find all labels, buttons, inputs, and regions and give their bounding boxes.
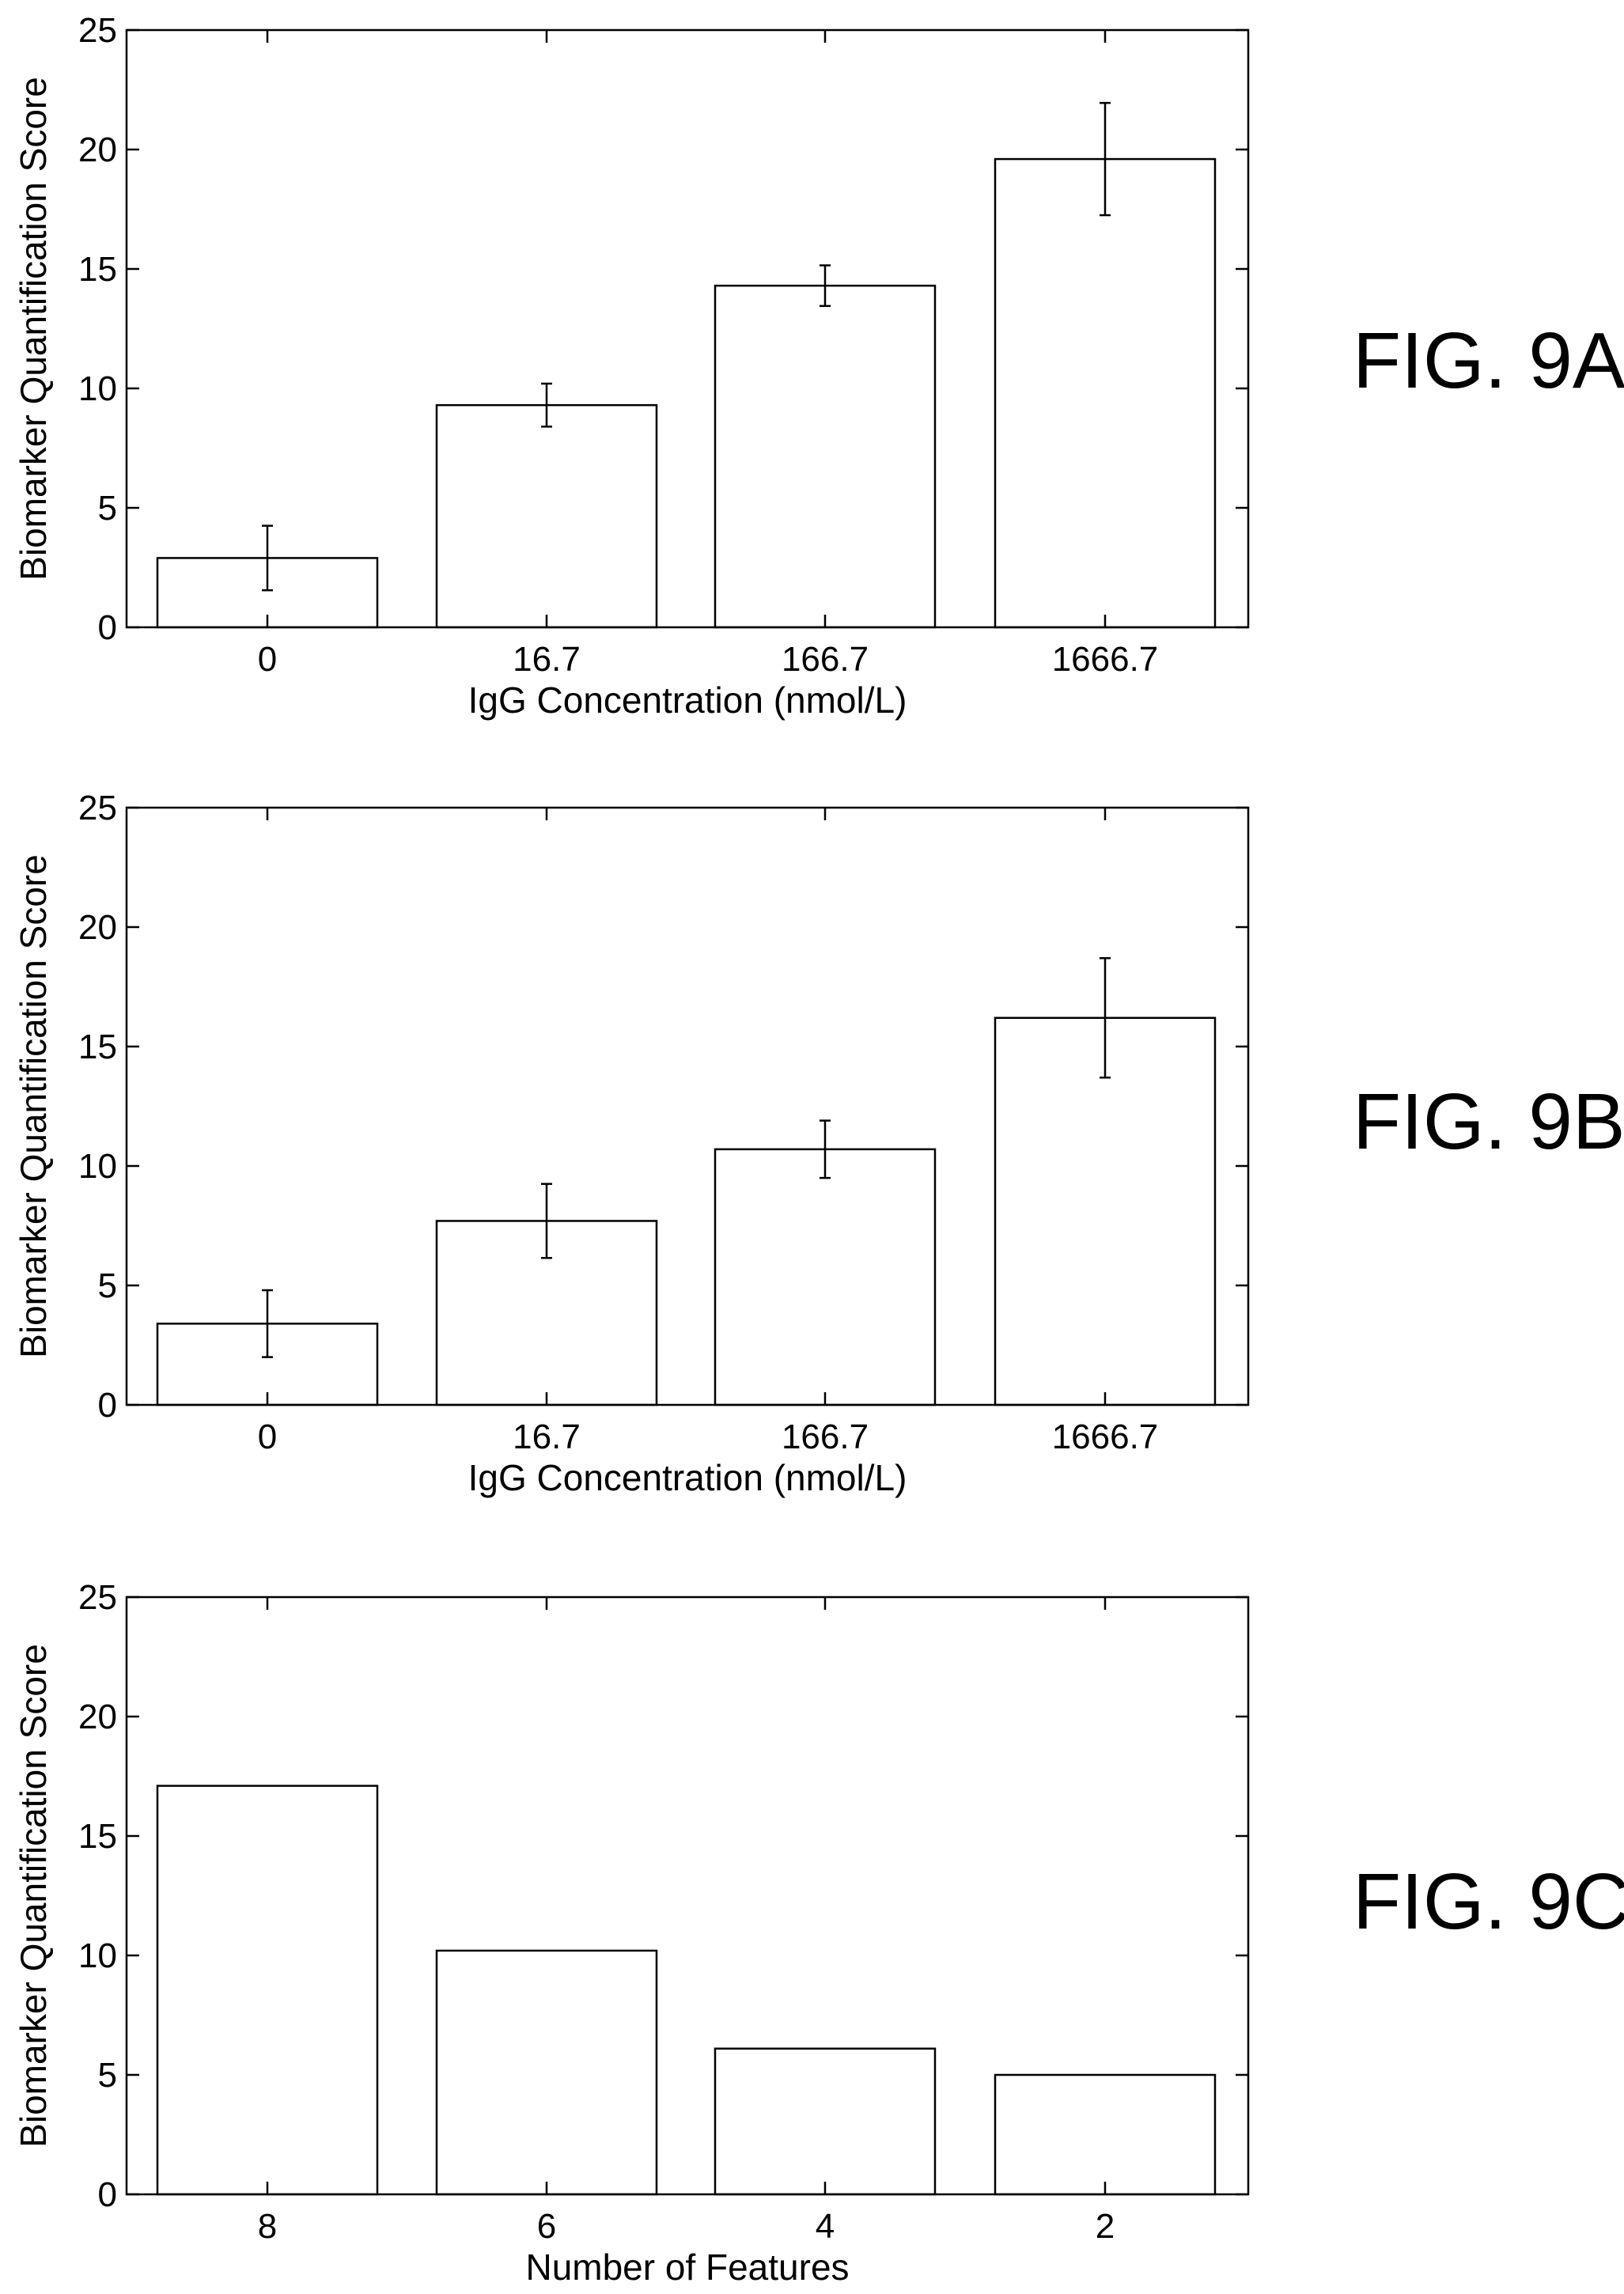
y-axis-label: Biomarker Quantification Score: [13, 1644, 54, 2148]
error-bar-1666.7: [1100, 101, 1111, 217]
y-tick-label-15: 15: [78, 1028, 117, 1066]
y-tick-label-10: 10: [78, 1936, 117, 1975]
y-axis-label: Biomarker Quantification Score: [13, 854, 54, 1358]
plot-frame: [125, 806, 1250, 1406]
x-tick-label-16.7: 16.7: [513, 1418, 581, 1456]
y-tick-label-25: 25: [78, 789, 117, 827]
x-tick-label-1666.7: 1666.7: [1052, 1418, 1159, 1456]
bar-4: [714, 2047, 937, 2196]
figure-label: FIG. 9C: [1353, 1857, 1624, 1946]
error-bar-0: [262, 524, 273, 592]
figure-label: FIG. 9A: [1353, 316, 1624, 405]
x-tick-label-0: 0: [258, 640, 277, 679]
error-bar-0: [262, 1289, 273, 1358]
y-tick-label-10: 10: [78, 369, 117, 408]
y-axis-label: Biomarker Quantification Score: [13, 77, 54, 581]
y-tick-label-15: 15: [78, 250, 117, 289]
plot-frame: [125, 1596, 1250, 2196]
x-tick-label-166.7: 166.7: [782, 640, 869, 679]
y-tick-label-20: 20: [78, 908, 117, 947]
bar-8: [156, 1785, 379, 2196]
y-tick-label-10: 10: [78, 1147, 117, 1186]
error-bar-16.7: [541, 1183, 552, 1259]
bar-6: [435, 1949, 658, 2196]
bar-2: [994, 2073, 1217, 2196]
x-axis-label: IgG Concentration (nmol/L): [468, 1457, 907, 1498]
x-axis-label: Number of Features: [525, 2247, 849, 2288]
bar-166.7: [714, 1148, 937, 1406]
chart-panel-1: 0 5 10 15 20 25 0 16.7 166.7 1666.7 IgG Concentrat…: [13, 11, 1624, 721]
x-axis-label: IgG Concentration (nmol/L): [468, 679, 907, 721]
error-bar-166.7: [820, 264, 831, 308]
x-tick-label-16.7: 16.7: [513, 640, 581, 679]
bar-1666.7: [994, 157, 1217, 629]
bar-166.7: [714, 284, 937, 629]
y-tick-label-25: 25: [78, 1578, 117, 1617]
x-tick-label-2: 2: [1096, 2207, 1115, 2246]
plot-frame: [125, 28, 1250, 629]
y-tick-label-0: 0: [98, 1386, 117, 1425]
x-tick-label-1666.7: 1666.7: [1052, 640, 1159, 679]
y-tick-label-5: 5: [98, 2056, 117, 2095]
y-tick-label-15: 15: [78, 1817, 117, 1856]
y-tick-label-0: 0: [98, 608, 117, 647]
y-tick-label-25: 25: [78, 11, 117, 50]
x-tick-label-8: 8: [258, 2207, 277, 2246]
y-tick-label-5: 5: [98, 489, 117, 528]
y-tick-label-5: 5: [98, 1266, 117, 1305]
chart-panel-3: 0 5 10 15 20 25 8 6 4 2 Number of Features Biomarke…: [13, 1578, 1624, 2288]
y-tick-label-20: 20: [78, 1698, 117, 1736]
figure-label: FIG. 9B: [1353, 1077, 1624, 1166]
x-tick-label-4: 4: [816, 2207, 835, 2246]
error-bar-166.7: [820, 1119, 831, 1179]
bar-16.7: [435, 403, 658, 629]
chart-panel-2: 0 5 10 15 20 25 0 16.7 166.7 1666.7 IgG Concentrat…: [13, 789, 1624, 1498]
x-tick-label-6: 6: [537, 2207, 556, 2246]
y-tick-label-0: 0: [98, 2175, 117, 2214]
error-bar-16.7: [541, 382, 552, 428]
error-bar-1666.7: [1100, 957, 1111, 1079]
x-tick-label-166.7: 166.7: [782, 1418, 869, 1456]
x-tick-label-0: 0: [258, 1418, 277, 1456]
y-tick-label-20: 20: [78, 131, 117, 169]
